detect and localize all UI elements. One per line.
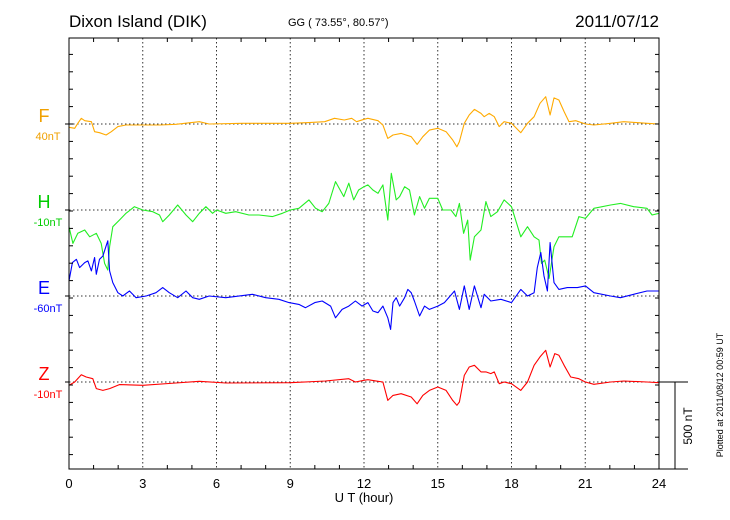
series-line-e <box>68 240 659 330</box>
component-label-h: H <box>38 192 51 212</box>
x-tick-label: 6 <box>213 476 220 491</box>
component-label-f: F <box>39 106 50 126</box>
series-line-f <box>68 96 660 148</box>
baseline-value-h: -10nT <box>34 217 63 229</box>
baseline-value-f: 40nT <box>35 131 60 143</box>
x-tick-label: 3 <box>139 476 146 491</box>
grid <box>69 38 659 469</box>
x-axis-label: U T (hour) <box>335 490 394 505</box>
series-group <box>68 96 660 406</box>
x-tick-label: 0 <box>65 476 72 491</box>
baseline-value-e: -60nT <box>34 303 63 315</box>
x-tick-label: 12 <box>357 476 371 491</box>
baseline-value-z: -10nT <box>34 389 63 401</box>
date-label: 2011/07/12 <box>575 12 659 31</box>
axes: 0 3 6 9 12 15 18 21 24 F 40nT H -10nT E -60nT Z -10nT <box>34 37 688 491</box>
scale-bar-label: 500 nT <box>681 407 695 445</box>
x-tick-label: 9 <box>287 476 294 491</box>
plot-frame <box>68 37 660 470</box>
series-line-h <box>68 172 660 279</box>
x-tick-label: 15 <box>431 476 445 491</box>
station-title: Dixon Island (DIK) <box>69 12 207 31</box>
x-tick-label: 21 <box>578 476 592 491</box>
coordinates-subtitle: GG ( 73.55°, 80.57°) <box>288 17 389 29</box>
series-line-z <box>68 349 660 406</box>
x-tick-label: 24 <box>652 476 666 491</box>
x-tick-label: 18 <box>504 476 518 491</box>
component-label-z: Z <box>39 364 50 384</box>
component-label-e: E <box>38 278 50 298</box>
plotted-note: Plotted at 2011/08/12 00:59 UT <box>715 332 725 457</box>
